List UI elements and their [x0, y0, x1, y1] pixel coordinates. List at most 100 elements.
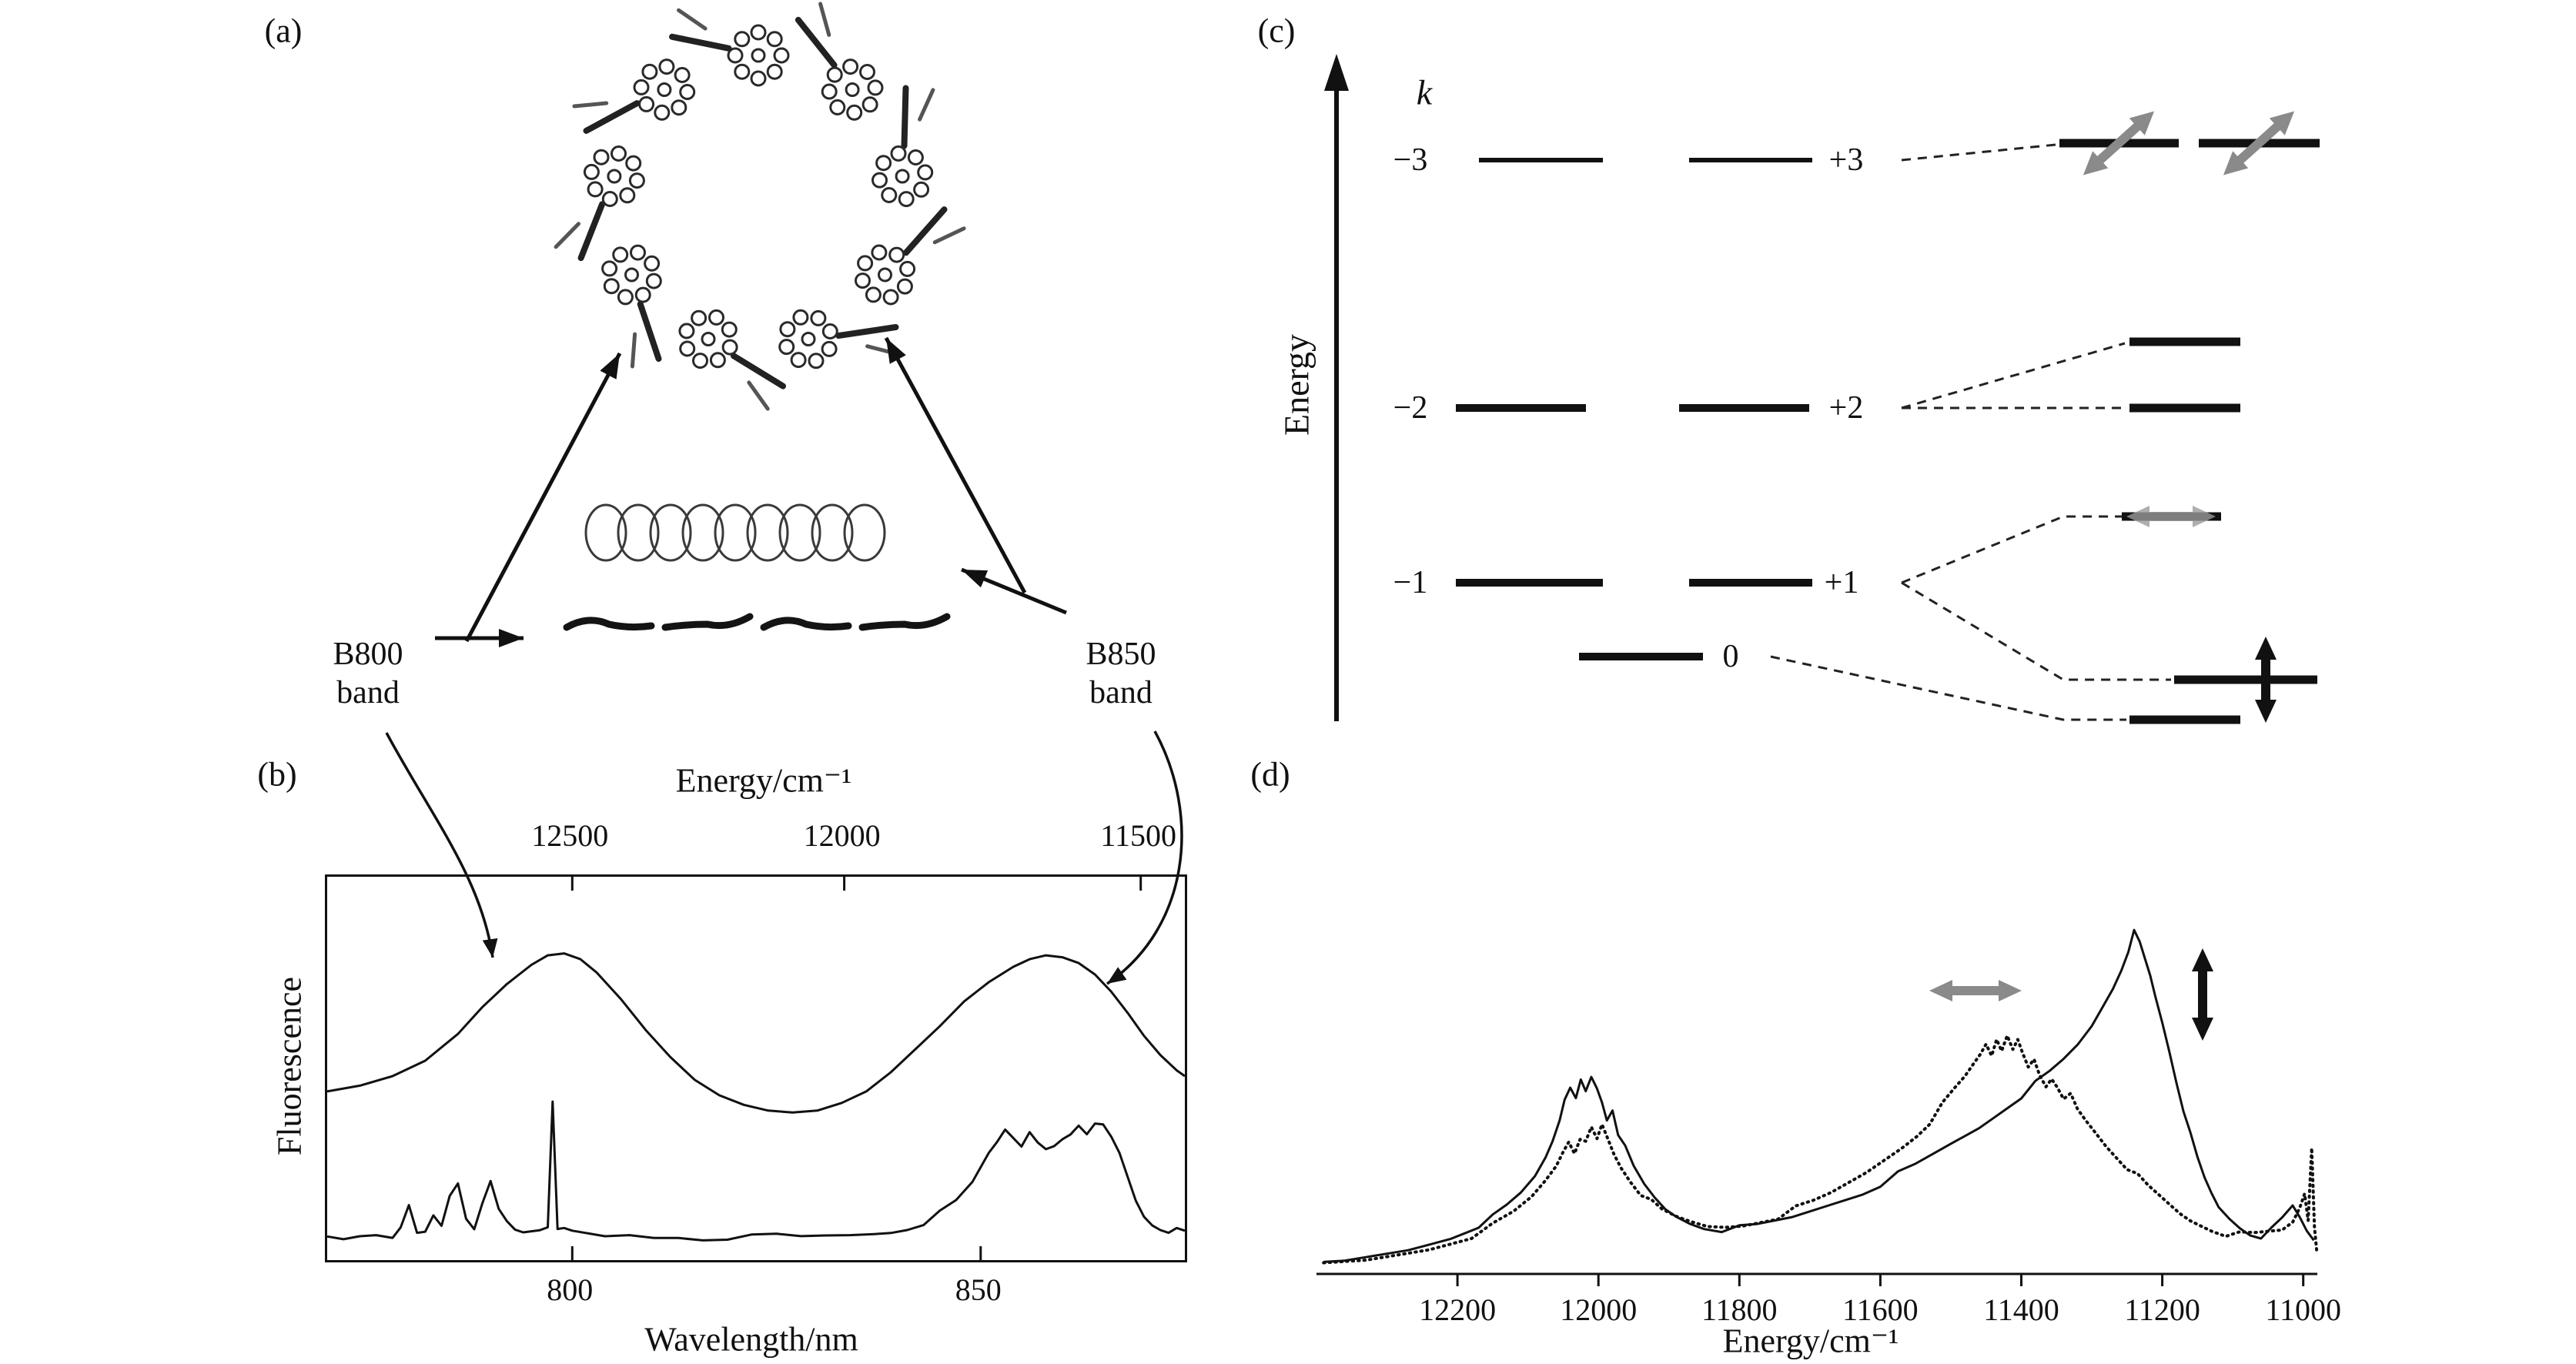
- b800-band-label-line2: band: [336, 675, 400, 710]
- helix-streak: [932, 226, 966, 245]
- panel-d-tick-labels: 12200 12000 11800 11600 11400 11200 11000: [1316, 1292, 2341, 1327]
- pigment-cluster: [678, 309, 738, 369]
- arrow-to-b850-sideview: [961, 567, 1067, 615]
- panel-b-label: (b): [257, 755, 297, 794]
- panel-b-plot: [326, 877, 1186, 1260]
- pigment-cluster: [727, 24, 790, 87]
- tick-label: 11800: [1701, 1292, 1778, 1327]
- tick-label: 850: [955, 1272, 1002, 1307]
- dashed-link-k3: [1901, 143, 2056, 162]
- helix-streak: [572, 101, 609, 109]
- gray-diagonal-double-arrow-icon: [2083, 111, 2155, 176]
- curved-arrow-b850-to-peak: [1106, 730, 1183, 985]
- level-label-zero: 0: [1722, 639, 1739, 674]
- b800-ring-sideview: [563, 613, 951, 631]
- b800-smear: [858, 613, 951, 631]
- gray-horizontal-double-arrow-icon: [2126, 506, 2216, 527]
- arrow-b850-to-ring: [884, 336, 1027, 594]
- level-label-minus3: −3: [1393, 142, 1428, 178]
- tick-label: 12500: [531, 818, 609, 853]
- lh2-ring-structure: [554, 2, 966, 411]
- tick-label: 800: [547, 1272, 594, 1307]
- pigment-cluster: [871, 145, 934, 208]
- level-label-minus2: −2: [1393, 390, 1428, 426]
- tick-label: 11400: [1983, 1292, 2059, 1327]
- bchl-ring-sideview: [843, 503, 886, 562]
- trace-absorption-spectrum: [326, 952, 1186, 1114]
- tick-label: 12000: [803, 818, 881, 853]
- helix-streak: [630, 332, 637, 369]
- panel-b-y-axis-title: Fluorescence: [270, 976, 309, 1156]
- b800-smear: [563, 617, 655, 631]
- panel-c-label: (c): [1257, 12, 1296, 50]
- panel-b-top-axis-title: Energy/cm⁻¹: [675, 761, 852, 800]
- helix-streak: [731, 353, 786, 389]
- panel-a-illustration: [385, 2, 1183, 985]
- dashed-link-k1-upper: [1901, 515, 2122, 584]
- helix-streak: [795, 16, 838, 69]
- pigment-cluster: [633, 59, 696, 121]
- bchl-ring-sideview: [649, 503, 692, 562]
- tick-label: 12200: [1419, 1292, 1497, 1327]
- tick-label: 11200: [2124, 1292, 2200, 1327]
- curved-arrow-b800-to-peak: [385, 732, 498, 958]
- pigment-cluster: [778, 309, 838, 369]
- black-vertical-double-arrow-icon: [2255, 637, 2277, 723]
- helix-streak: [577, 201, 606, 262]
- panel-b-x-axis-title: Wavelength/nm: [644, 1320, 858, 1359]
- helix-streak: [747, 380, 770, 411]
- helix-streak: [677, 8, 708, 31]
- dashed-link-k0: [1770, 655, 2126, 721]
- helix-streak: [902, 206, 948, 256]
- helix-streak: [901, 85, 909, 149]
- bchl-ring-sideview: [746, 503, 789, 562]
- panel-d-label: (d): [1250, 755, 1290, 794]
- helix-streak: [554, 222, 580, 249]
- bchl-ring-sideview: [617, 503, 660, 562]
- panel-a-label: (a): [264, 12, 303, 50]
- tick-label: 11600: [1842, 1292, 1919, 1327]
- level-label-plus3: +3: [1828, 142, 1864, 178]
- panel-d-plot: [1316, 928, 2319, 1286]
- b800-band-label-line1: B800: [333, 637, 403, 672]
- panel-d-x-axis-title: Energy/cm⁻¹: [1722, 1322, 1899, 1360]
- bchl-ring-sideview: [681, 503, 724, 562]
- helix-streak: [637, 301, 662, 363]
- energy-axis-arrowhead-icon: [1324, 54, 1349, 91]
- horizontal-polarization-arrow-icon: [1929, 980, 2022, 1001]
- helix-streak: [669, 33, 732, 52]
- tick-label: 11000: [2265, 1292, 2341, 1327]
- b850-ring-sideview: [584, 503, 886, 562]
- helix-streak: [818, 2, 831, 37]
- bchl-ring-sideview: [778, 503, 821, 562]
- level-label-plus2: +2: [1828, 390, 1864, 426]
- b850-band-label-line1: B850: [1086, 637, 1156, 672]
- dashed-link-k1-lower: [1901, 581, 2171, 681]
- arrow-b800-to-ring: [464, 352, 622, 643]
- bchl-ring-sideview: [714, 503, 757, 562]
- pigment-cluster: [821, 59, 884, 121]
- trace-horizontal-polarization-spectrum: [1322, 1034, 2319, 1265]
- gray-diagonal-double-arrow-icon: [2223, 111, 2295, 176]
- helix-streak: [835, 324, 899, 339]
- level-label-plus1: +1: [1824, 565, 1859, 600]
- panel-b-plot-frame: [325, 874, 1187, 1262]
- trace-fluorescence-spectrum: [326, 1100, 1186, 1242]
- helix-streak: [583, 100, 641, 134]
- b850-band-label-line2: band: [1089, 675, 1153, 710]
- panel-b-top-tick-labels: 12500 12000 11500: [325, 817, 1183, 853]
- helix-streak: [918, 88, 935, 122]
- vertical-polarization-arrow-icon: [2192, 948, 2213, 1041]
- tick-label: 11500: [1100, 818, 1176, 853]
- pigment-cluster: [855, 244, 916, 306]
- panel-c-k-label: k: [1416, 72, 1433, 112]
- pigment-cluster: [583, 145, 645, 207]
- bchl-ring-sideview: [811, 503, 854, 562]
- b800-smear: [661, 613, 754, 631]
- b800-smear: [760, 617, 852, 631]
- panel-b-bottom-tick-labels: 800 850: [325, 1272, 1183, 1307]
- level-label-minus1: −1: [1393, 565, 1428, 600]
- panel-c-diagram: [1324, 54, 2320, 724]
- trace-vertical-polarization-spectrum: [1323, 928, 2315, 1263]
